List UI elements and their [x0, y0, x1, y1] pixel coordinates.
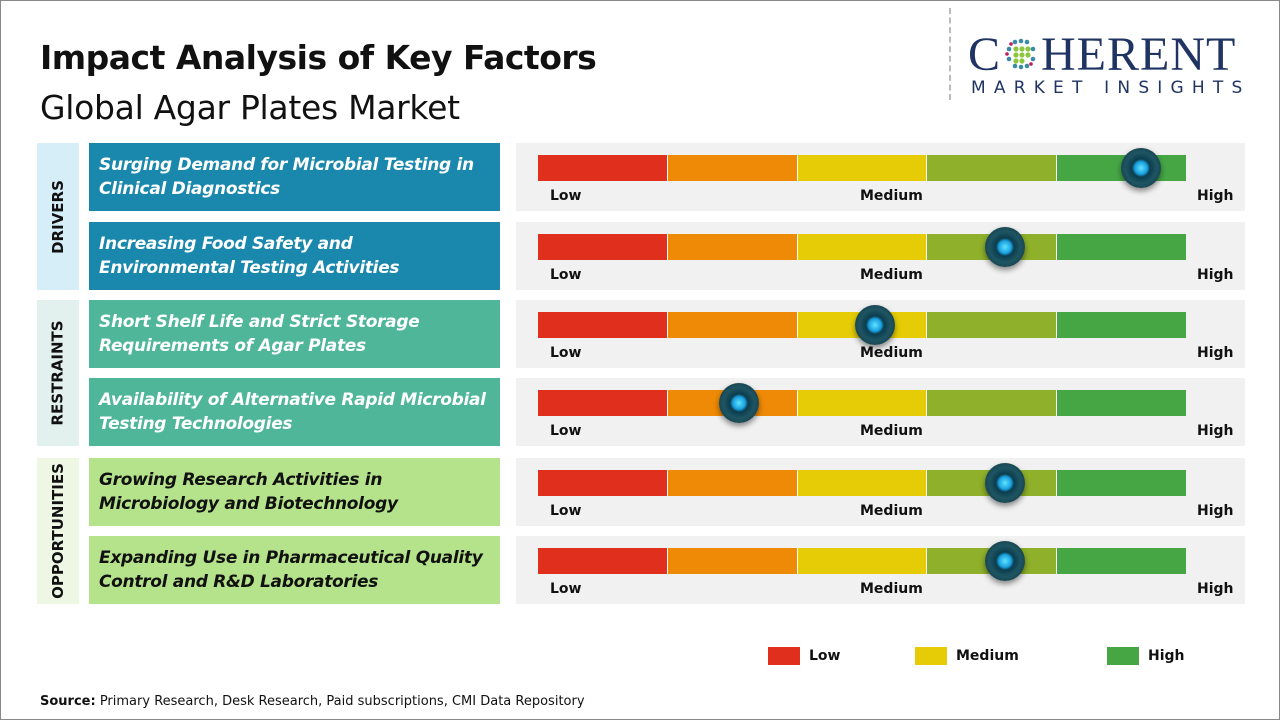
impact-marker: [854, 305, 895, 345]
scale-high-label: High: [1197, 423, 1234, 439]
scale-medium-label: Medium: [860, 503, 923, 519]
impact-marker: [718, 383, 759, 423]
gauge-segment: [538, 312, 668, 338]
legend-swatch-medium: [915, 647, 947, 665]
group-label-opportunities: OPPORTUNITIES: [37, 458, 79, 604]
gauge-segment: [1057, 312, 1186, 338]
gauge-segment: [797, 390, 928, 416]
impact-marker: [984, 541, 1025, 581]
impact-marker: [984, 463, 1025, 503]
logo-text-herent: HERENT: [1041, 28, 1237, 81]
gauge-segment: [797, 234, 928, 260]
gauge-segment: [667, 548, 798, 574]
scale-high-label: High: [1197, 503, 1234, 519]
gauge-bar: [538, 312, 1186, 338]
impact-gauge: Low Medium High: [516, 222, 1245, 290]
gauge-segment: [927, 312, 1058, 338]
scale-medium-label: Medium: [860, 267, 923, 283]
gauge-bar: [538, 548, 1186, 574]
scale-low-label: Low: [550, 503, 582, 519]
scale-low-label: Low: [550, 188, 582, 204]
gauge-segment: [797, 470, 928, 496]
impact-marker: [984, 227, 1025, 267]
logo: C HERENT: [968, 30, 1236, 80]
factor-label: Surging Demand for Microbial Testing in …: [89, 143, 500, 211]
gauge-segment: [667, 470, 798, 496]
gauge-segment: [797, 155, 928, 181]
gauge-segment: [927, 390, 1058, 416]
gauge-segment: [538, 155, 668, 181]
scale-medium-label: Medium: [860, 581, 923, 597]
page-title: Impact Analysis of Key Factors: [40, 38, 597, 77]
scale-low-label: Low: [550, 581, 582, 597]
scale-low-label: Low: [550, 423, 582, 439]
gauge-segment: [927, 155, 1058, 181]
gauge-segment: [1057, 234, 1186, 260]
scale-medium-label: Medium: [860, 423, 923, 439]
scale-high-label: High: [1197, 188, 1234, 204]
gauge-segment: [667, 155, 798, 181]
gauge-segment: [538, 234, 668, 260]
gauge-bar: [538, 234, 1186, 260]
gauge-segment: [1057, 470, 1186, 496]
legend-swatch-high: [1107, 647, 1139, 665]
legend-swatch-low: [768, 647, 800, 665]
scale-medium-label: Medium: [860, 188, 923, 204]
gauge-segment: [1057, 548, 1186, 574]
legend-low: Low: [768, 647, 840, 665]
gauge-segment: [1057, 390, 1186, 416]
scale-high-label: High: [1197, 267, 1234, 283]
group-label-restraints: RESTRAINTS: [37, 300, 79, 446]
logo-text-c: C: [968, 28, 1002, 81]
gauge-bar: [538, 470, 1186, 496]
scale-low-label: Low: [550, 267, 582, 283]
gauge-segment: [667, 234, 798, 260]
logo-subtitle: MARKET INSIGHTS: [971, 78, 1251, 98]
gauge-segment: [538, 390, 668, 416]
impact-gauge: Low Medium High: [516, 458, 1245, 526]
legend-high: High: [1107, 647, 1185, 665]
factor-label: Short Shelf Life and Strict Storage Requ…: [89, 300, 500, 368]
logo-globe-icon: [1005, 38, 1036, 70]
gauge-segment: [538, 470, 668, 496]
impact-gauge: Low Medium High: [516, 300, 1245, 368]
source-note: Source: Primary Research, Desk Research,…: [40, 694, 585, 709]
legend-medium: Medium: [915, 647, 1019, 665]
factor-label: Availability of Alternative Rapid Microb…: [89, 378, 500, 446]
divider: [949, 8, 951, 100]
scale-high-label: High: [1197, 581, 1234, 597]
gauge-segment: [797, 548, 928, 574]
impact-gauge: Low Medium High: [516, 536, 1245, 604]
scale-low-label: Low: [550, 345, 582, 361]
impact-marker: [1120, 148, 1161, 188]
gauge-segment: [667, 312, 798, 338]
impact-gauge: Low Medium High: [516, 143, 1245, 211]
gauge-bar: [538, 155, 1186, 181]
scale-medium-label: Medium: [860, 345, 923, 361]
factor-label: Growing Research Activities in Microbiol…: [89, 458, 500, 526]
page-subtitle: Global Agar Plates Market: [40, 88, 460, 127]
gauge-segment: [538, 548, 668, 574]
impact-gauge: Low Medium High: [516, 378, 1245, 446]
group-label-drivers: DRIVERS: [37, 143, 79, 290]
factor-label: Expanding Use in Pharmaceutical Quality …: [89, 536, 500, 604]
gauge-bar: [538, 390, 1186, 416]
factor-label: Increasing Food Safety and Environmental…: [89, 222, 500, 290]
scale-high-label: High: [1197, 345, 1234, 361]
